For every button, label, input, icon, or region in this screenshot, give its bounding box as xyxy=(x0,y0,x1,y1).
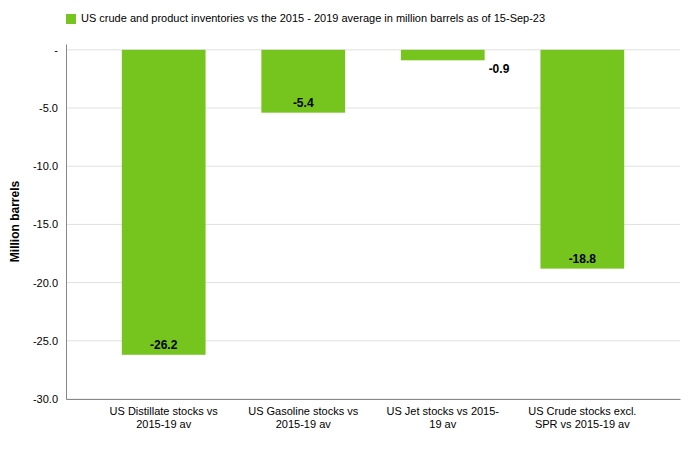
y-tick-label: -15.0 xyxy=(33,218,58,230)
y-tick: -25.0 xyxy=(33,335,66,347)
bar xyxy=(122,50,206,355)
x-tick-label: US Distillate stocks vs2015-19 av xyxy=(110,405,219,430)
y-tick: -5.0 xyxy=(39,102,66,114)
x-tick: US Crude stocks excl.SPR vs 2015-19 av xyxy=(528,399,636,430)
y-tick-label: -25.0 xyxy=(33,335,58,347)
grid-line xyxy=(66,399,680,400)
bar xyxy=(540,50,624,269)
bar xyxy=(261,50,345,113)
x-tick: US Gasoline stocks vs2015-19 av xyxy=(248,399,359,430)
y-tick-label: -30.0 xyxy=(33,393,58,405)
data-label: -5.4 xyxy=(293,96,314,110)
bar xyxy=(401,50,485,60)
y-tick-label: -5.0 xyxy=(39,102,58,114)
y-tick-label: -20.0 xyxy=(33,277,58,289)
data-label: -0.9 xyxy=(489,62,510,76)
y-tick: -30.0 xyxy=(33,393,66,405)
x-tick: US Distillate stocks vs2015-19 av xyxy=(110,399,219,430)
x-tick: US Jet stocks vs 2015-19 av xyxy=(387,399,500,430)
y-tick: -15.0 xyxy=(33,218,66,230)
x-tick-label: US Crude stocks excl.SPR vs 2015-19 av xyxy=(528,405,636,430)
legend-label: US crude and product inventories vs the … xyxy=(81,12,545,24)
y-tick-label: - xyxy=(54,44,58,56)
x-tick-label: US Gasoline stocks vs2015-19 av xyxy=(248,405,359,430)
x-axis: US Distillate stocks vs2015-19 av US Gaso… xyxy=(67,399,681,430)
legend-swatch xyxy=(66,14,76,24)
y-tick: -10.0 xyxy=(33,160,66,172)
x-tick-label: US Jet stocks vs 2015-19 av xyxy=(387,405,500,430)
y-tick: -20.0 xyxy=(33,277,66,289)
data-label: -18.8 xyxy=(569,252,597,266)
chart: - -5.0 -10.0 -15.0 -20.0 -25.0 -30.0 US Distill… xyxy=(0,0,700,457)
y-tick-label: -10.0 xyxy=(33,160,58,172)
data-labels: -26.2 -5.4 -0.9 -18.8 xyxy=(150,62,596,352)
y-axis: - -5.0 -10.0 -15.0 -20.0 -25.0 -30.0 xyxy=(33,44,67,405)
legend: US crude and product inventories vs the … xyxy=(66,12,545,24)
y-tick: - xyxy=(54,44,66,56)
x-axis-line xyxy=(67,399,681,400)
plot: - -5.0 -10.0 -15.0 -20.0 -25.0 -30.0 US Distill… xyxy=(33,44,681,430)
bars xyxy=(122,50,624,355)
y-axis-line xyxy=(66,45,67,400)
y-axis-title: Million barrels xyxy=(8,181,22,263)
grid xyxy=(66,50,680,399)
data-label: -26.2 xyxy=(150,338,178,352)
